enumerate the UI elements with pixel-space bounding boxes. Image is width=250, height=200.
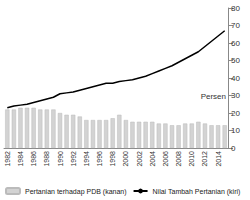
svg-text:1996: 1996 [96,151,103,167]
svg-text:2000: 2000 [122,151,129,167]
svg-text:2002: 2002 [136,151,143,167]
svg-text:1992: 1992 [70,151,77,167]
svg-text:30: 30 [231,91,240,100]
svg-text:80: 80 [231,4,240,13]
svg-text:0: 0 [231,144,236,153]
svg-text:1998: 1998 [109,151,116,167]
svg-text:2010: 2010 [188,151,195,167]
svg-text:Pertanian terhadap PDB (kanan): Pertanian terhadap PDB (kanan) [25,188,127,196]
svg-text:1988: 1988 [43,151,50,167]
svg-text:1990: 1990 [57,151,64,167]
svg-text:2014: 2014 [215,151,222,167]
svg-text:2004: 2004 [149,151,156,167]
svg-text:1982: 1982 [4,151,11,167]
svg-text:2012: 2012 [201,151,208,167]
svg-text:50: 50 [231,56,240,65]
svg-text:2008: 2008 [175,151,182,167]
svg-text:2006: 2006 [162,151,169,167]
svg-text:40: 40 [231,74,240,83]
svg-text:Nilai Tambah Pertanian (kiri): Nilai Tambah Pertanian (kiri) [153,188,241,196]
svg-text:20: 20 [231,109,240,118]
svg-text:1986: 1986 [30,151,37,167]
svg-text:70: 70 [231,21,240,30]
svg-text:Persen: Persen [201,92,226,101]
svg-text:10: 10 [231,126,240,135]
svg-text:60: 60 [231,39,240,48]
svg-text:1984: 1984 [17,151,24,167]
svg-text:1994: 1994 [83,151,90,167]
